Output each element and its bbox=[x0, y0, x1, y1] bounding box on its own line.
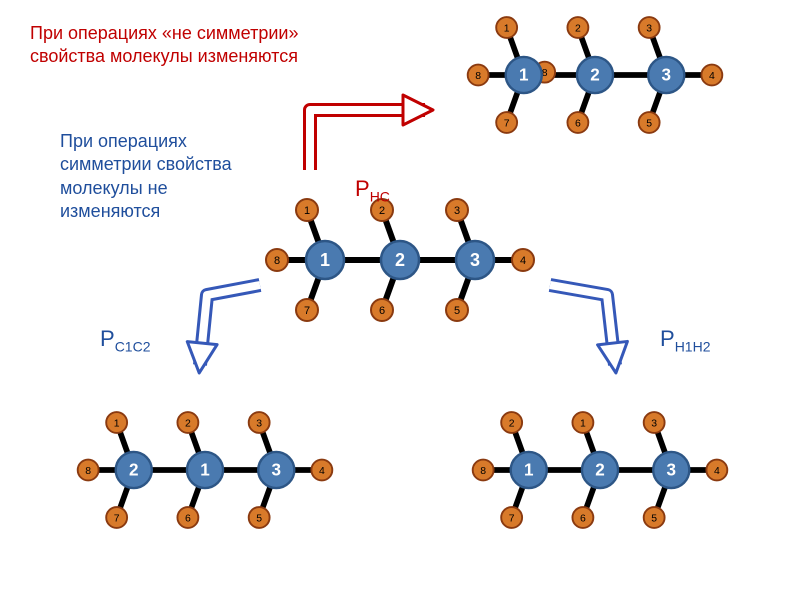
label-PHC: PНС bbox=[355, 175, 390, 206]
h-label: 8 bbox=[475, 71, 481, 82]
c-label: 3 bbox=[666, 461, 676, 480]
h-label: 5 bbox=[651, 513, 657, 524]
h-label: 6 bbox=[575, 118, 581, 129]
h-label: 2 bbox=[509, 418, 515, 429]
molecule-bottom_left_PC1C2: 1 7 2 6 3 5 8 4 2 1 3 bbox=[78, 412, 333, 528]
c-label: 1 bbox=[320, 250, 330, 270]
h-label: 3 bbox=[646, 23, 652, 34]
h-label: 6 bbox=[185, 513, 191, 524]
h-label: 8 bbox=[274, 255, 280, 267]
c-label: 2 bbox=[590, 66, 600, 85]
caption-sym: При операциях симметрии свойства молекул… bbox=[60, 130, 240, 224]
c-label: 3 bbox=[271, 461, 281, 480]
h-label: 1 bbox=[304, 205, 310, 217]
h-label: 1 bbox=[114, 418, 120, 429]
molecule-top_PHC: 172635848123 bbox=[468, 17, 723, 133]
h-label: 2 bbox=[575, 23, 581, 34]
label-PC1C2: PС1С2 bbox=[100, 325, 150, 356]
h-label: 1 bbox=[580, 418, 586, 429]
h-label: 3 bbox=[651, 418, 657, 429]
h-label: 1 bbox=[504, 23, 510, 34]
h-label: 5 bbox=[454, 305, 460, 317]
h-label: 6 bbox=[580, 513, 586, 524]
c-label: 2 bbox=[595, 461, 605, 480]
caption-nonsym: При операциях «не симметрии» свойства мо… bbox=[30, 22, 330, 69]
h-label: 5 bbox=[646, 118, 652, 129]
h-label: 4 bbox=[520, 255, 526, 267]
h-label: 3 bbox=[256, 418, 262, 429]
h-label: 2 bbox=[379, 205, 385, 217]
c-label: 1 bbox=[200, 461, 210, 480]
h-label: 7 bbox=[509, 513, 515, 524]
c-label: 2 bbox=[395, 250, 405, 270]
c-label: 3 bbox=[661, 66, 671, 85]
h-label: 4 bbox=[709, 71, 715, 82]
c-label: 2 bbox=[129, 461, 139, 480]
molecule-bottom_right_PH1H2: 2 7 1 6 3 5 8 4 1 2 3 bbox=[473, 412, 728, 528]
diagram-canvas: 1726358412317263584812317263584213271635… bbox=[0, 0, 800, 600]
h-label: 7 bbox=[114, 513, 120, 524]
molecule-center: 1 7 2 6 3 5 8 4 1 2 3 bbox=[266, 199, 534, 321]
h-label: 7 bbox=[504, 118, 510, 129]
c-label: 3 bbox=[470, 250, 480, 270]
h-label: 5 bbox=[256, 513, 262, 524]
h-label: 3 bbox=[454, 205, 460, 217]
c-label: 1 bbox=[519, 66, 529, 85]
h-label: 8 bbox=[85, 466, 91, 477]
h-label: 6 bbox=[379, 305, 385, 317]
h-label: 7 bbox=[304, 305, 310, 317]
h-label: 4 bbox=[319, 466, 325, 477]
h-label: 4 bbox=[714, 466, 720, 477]
label-PH1H2: PH1H2 bbox=[660, 325, 710, 356]
h-label: 8 bbox=[480, 466, 486, 477]
c-label: 1 bbox=[524, 461, 534, 480]
h-label: 2 bbox=[185, 418, 191, 429]
